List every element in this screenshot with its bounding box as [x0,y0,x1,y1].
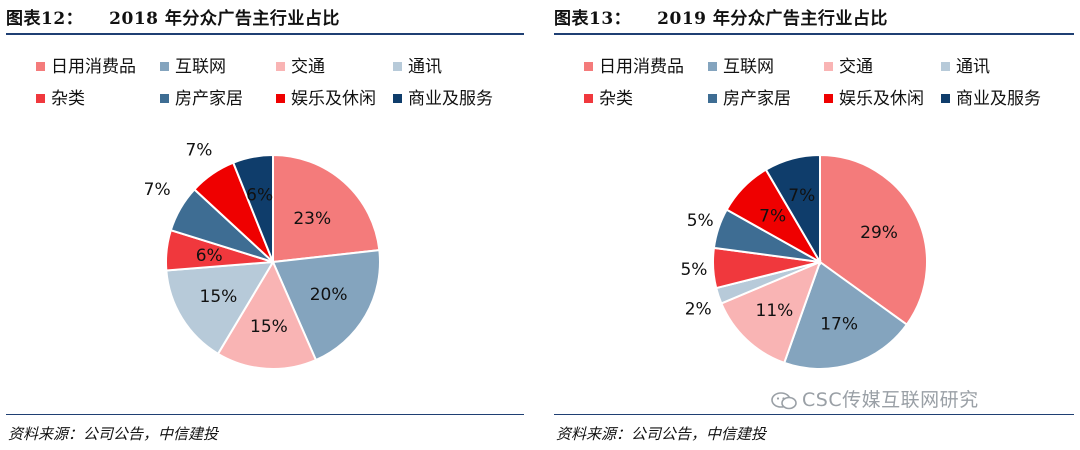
figure-title: 图表13： 2019 年分众广告主行业占比 [554,4,888,29]
pie-slice-3 [216,259,318,370]
legend-label: 商业及服务 [956,89,1041,109]
pie-slice-8 [231,153,274,263]
title-rule [6,33,524,35]
pie-slice-2 [271,249,381,362]
legend-swatch [36,61,45,71]
legend-swatch [276,61,285,71]
legend-swatch [584,93,593,103]
pie-slice-3 [720,260,822,365]
legend-label: 娱乐及休闲 [839,89,924,109]
legend-swatch [941,61,950,71]
slice-label-2: 17% [820,314,858,334]
legend-item: 互联网 [708,56,774,78]
pie-slice-8 [764,153,821,266]
slice-label-5: 6% [196,246,223,266]
legend-item: 商业及服务 [941,88,1041,110]
legend-label: 通讯 [408,57,442,77]
source-rule [554,414,1074,415]
figure-number: 图表12： [6,9,84,29]
legend-item: 娱乐及休闲 [276,88,376,110]
legend-swatch [276,93,285,103]
legend-swatch [824,93,833,103]
chart-panel-2018: 图表12： 2018 年分众广告主行业占比 日用消费品 互联网 交通 通讯 杂类 … [0,0,530,450]
source-note: 资料来源：公司公告，中信建投 [556,425,767,443]
slice-label-8: 6% [246,186,273,206]
legend-item: 娱乐及休闲 [824,88,924,110]
slice-label-5: 5% [680,260,707,280]
slice-label-1: 23% [293,209,331,229]
legend-label: 房产家居 [175,89,243,109]
pie-chart-2018: 23% 20% 15% 15% 6% 7% 7% 6% [144,140,381,370]
legend-swatch [393,93,402,103]
legend-item: 通讯 [393,56,442,78]
legend-item: 交通 [824,56,873,78]
legend-label: 互联网 [723,57,774,77]
chart-panel-2019: 图表13： 2019 年分众广告主行业占比 日用消费品 互联网 交通 通讯 杂类 … [548,0,1080,450]
legend-label: 商业及服务 [408,89,493,109]
figure-title: 图表12： 2018 年分众广告主行业占比 [6,4,340,29]
legend-item: 杂类 [584,88,633,110]
pie-slice-1 [272,153,381,264]
legend-swatch [393,61,402,71]
legend-label: 交通 [291,57,325,77]
legend-item: 杂类 [36,88,85,110]
slice-label-8: 7% [788,186,815,206]
chart-title: 2018 年分众广告主行业占比 [109,9,340,29]
legend-item: 互联网 [160,56,226,78]
legend-label: 日用消费品 [599,57,684,77]
legend-label: 杂类 [51,89,85,109]
legend-swatch [941,93,950,103]
legend-item: 房产家居 [708,88,791,110]
source-note: 资料来源：公司公告，中信建投 [8,425,219,443]
legend-label: 互联网 [175,57,226,77]
legend-item: 商业及服务 [393,88,493,110]
slice-label-3: 11% [756,301,794,321]
legend-swatch [708,93,717,103]
watermark: CSC传媒互联网研究 [770,385,979,412]
slice-label-6: 7% [144,180,171,200]
legend-item: 房产家居 [160,88,243,110]
legend-item: 通讯 [941,56,990,78]
legend-label: 交通 [839,57,873,77]
watermark-text: CSC传媒互联网研究 [802,389,979,411]
figure-number: 图表13： [554,9,632,29]
title-rule [554,33,1074,35]
legend-label: 房产家居 [723,89,791,109]
legend-item: 日用消费品 [36,56,136,78]
pie-slice-2 [782,260,909,370]
slice-label-4: 15% [200,287,238,307]
source-rule [6,414,524,415]
slice-label-2: 20% [310,285,348,305]
slice-label-6: 5% [687,211,714,231]
legend-label: 日用消费品 [51,57,136,77]
slice-label-3: 15% [250,317,288,337]
legend-item: 日用消费品 [584,56,684,78]
slice-label-7: 7% [185,140,212,160]
legend-swatch [160,61,169,71]
pie-chart-2019: 29% 17% 11% 2% 5% 5% 7%7% [680,153,928,370]
slice-label-1: 29% [860,223,898,243]
legend-swatch [708,61,717,71]
legend-swatch [160,93,169,103]
legend-swatch [36,93,45,103]
legend-label: 娱乐及休闲 [291,89,376,109]
legend-item: 交通 [276,56,325,78]
legend-label: 通讯 [956,57,990,77]
wechat-icon [771,391,797,409]
slice-label-7: 7% [759,207,786,227]
pie-slice-1 [819,153,928,326]
legend-swatch [584,61,593,71]
slice-label-4: 2% [685,300,712,320]
pie-slice-4 [165,260,275,356]
legend-swatch [824,61,833,71]
legend-label: 杂类 [599,89,633,109]
chart-title: 2019 年分众广告主行业占比 [657,9,888,29]
